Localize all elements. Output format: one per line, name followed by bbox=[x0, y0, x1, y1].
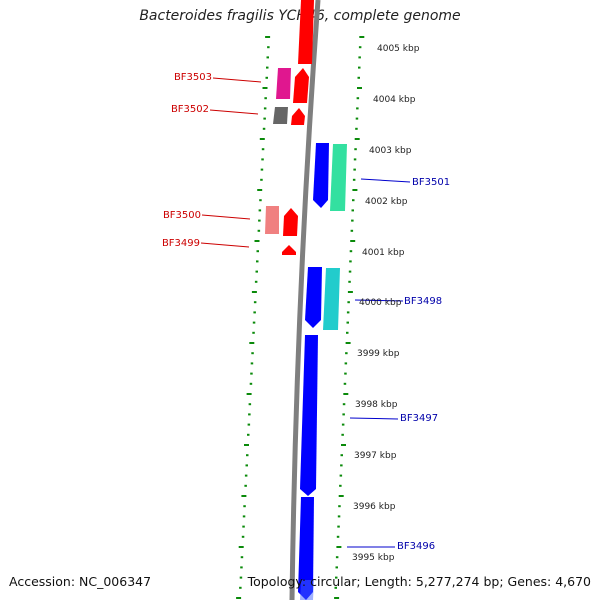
gene-arrow-red bbox=[291, 108, 305, 125]
gene-label-bf3502: BF3502 bbox=[171, 104, 209, 115]
map-title: Bacteroides fragilis YCH46, complete gen… bbox=[139, 8, 461, 24]
gene-arrow-blue bbox=[298, 497, 314, 600]
gene-arrow-red bbox=[282, 245, 296, 255]
gene-label-bf3500: BF3500 bbox=[163, 210, 201, 221]
scale-label-4005-kbp: 4005 kbp bbox=[377, 44, 420, 54]
gene-arrow-magenta bbox=[276, 68, 291, 99]
gene-arrow-red bbox=[283, 208, 298, 236]
gene-arrow-pink bbox=[265, 206, 279, 234]
gene-arrow-blue bbox=[313, 143, 329, 208]
scale-label-4004-kbp: 4004 kbp bbox=[373, 95, 416, 105]
gene-arrow-blue bbox=[300, 580, 314, 600]
genome-backbone bbox=[289, 0, 321, 600]
scale-label-4001-kbp: 4001 kbp bbox=[362, 248, 405, 258]
right-tick-rail bbox=[334, 36, 365, 599]
gene-label-bf3499: BF3499 bbox=[162, 238, 200, 249]
gene-arrow-gray bbox=[273, 107, 288, 124]
leader-line-bf3497 bbox=[349, 417, 399, 420]
gene-arrow-blue bbox=[300, 335, 318, 496]
scale-label-3998-kbp: 3998 kbp bbox=[355, 400, 398, 410]
gene-label-bf3498: BF3498 bbox=[404, 296, 442, 307]
scale-label-3997-kbp: 3997 kbp bbox=[354, 451, 397, 461]
scale-label-3995-kbp: 3995 kbp bbox=[352, 553, 395, 563]
gene-label-bf3497: BF3497 bbox=[400, 413, 438, 424]
scale-label-4000-kbp: 4000 kbp bbox=[359, 298, 402, 308]
left-tick-rail bbox=[236, 36, 271, 599]
accession-text: Accession: NC_006347 bbox=[9, 574, 152, 589]
left-leader-lines bbox=[200, 77, 262, 248]
leader-line-bf3499 bbox=[200, 242, 250, 248]
gene-arrow-red bbox=[293, 68, 309, 103]
gene-arrow-aquamarine bbox=[330, 144, 347, 211]
gene-label-bf3496: BF3496 bbox=[397, 541, 435, 552]
scale-label-4003-kbp: 4003 kbp bbox=[369, 146, 412, 156]
leader-line-bf3501 bbox=[360, 178, 411, 183]
leader-line-bf3498 bbox=[354, 299, 404, 302]
scale-label-3996-kbp: 3996 kbp bbox=[353, 502, 396, 512]
scale-label-3999-kbp: 3999 kbp bbox=[357, 349, 400, 359]
gene-arrow-blue bbox=[305, 267, 322, 328]
right-leader-lines bbox=[347, 178, 411, 548]
leader-line-bf3502 bbox=[209, 109, 259, 115]
scale-label-4002-kbp: 4002 kbp bbox=[365, 197, 408, 207]
leader-line-bf3500 bbox=[201, 214, 251, 220]
gene-label-bf3501: BF3501 bbox=[412, 177, 450, 188]
genome-summary-text: Topology: circular; Length: 5,277,274 bp… bbox=[247, 574, 591, 589]
leader-line-bf3503 bbox=[212, 77, 262, 83]
gene-arrow-red bbox=[298, 0, 314, 64]
gene-arrow-cyan bbox=[323, 268, 340, 330]
gene-label-bf3503: BF3503 bbox=[174, 72, 212, 83]
